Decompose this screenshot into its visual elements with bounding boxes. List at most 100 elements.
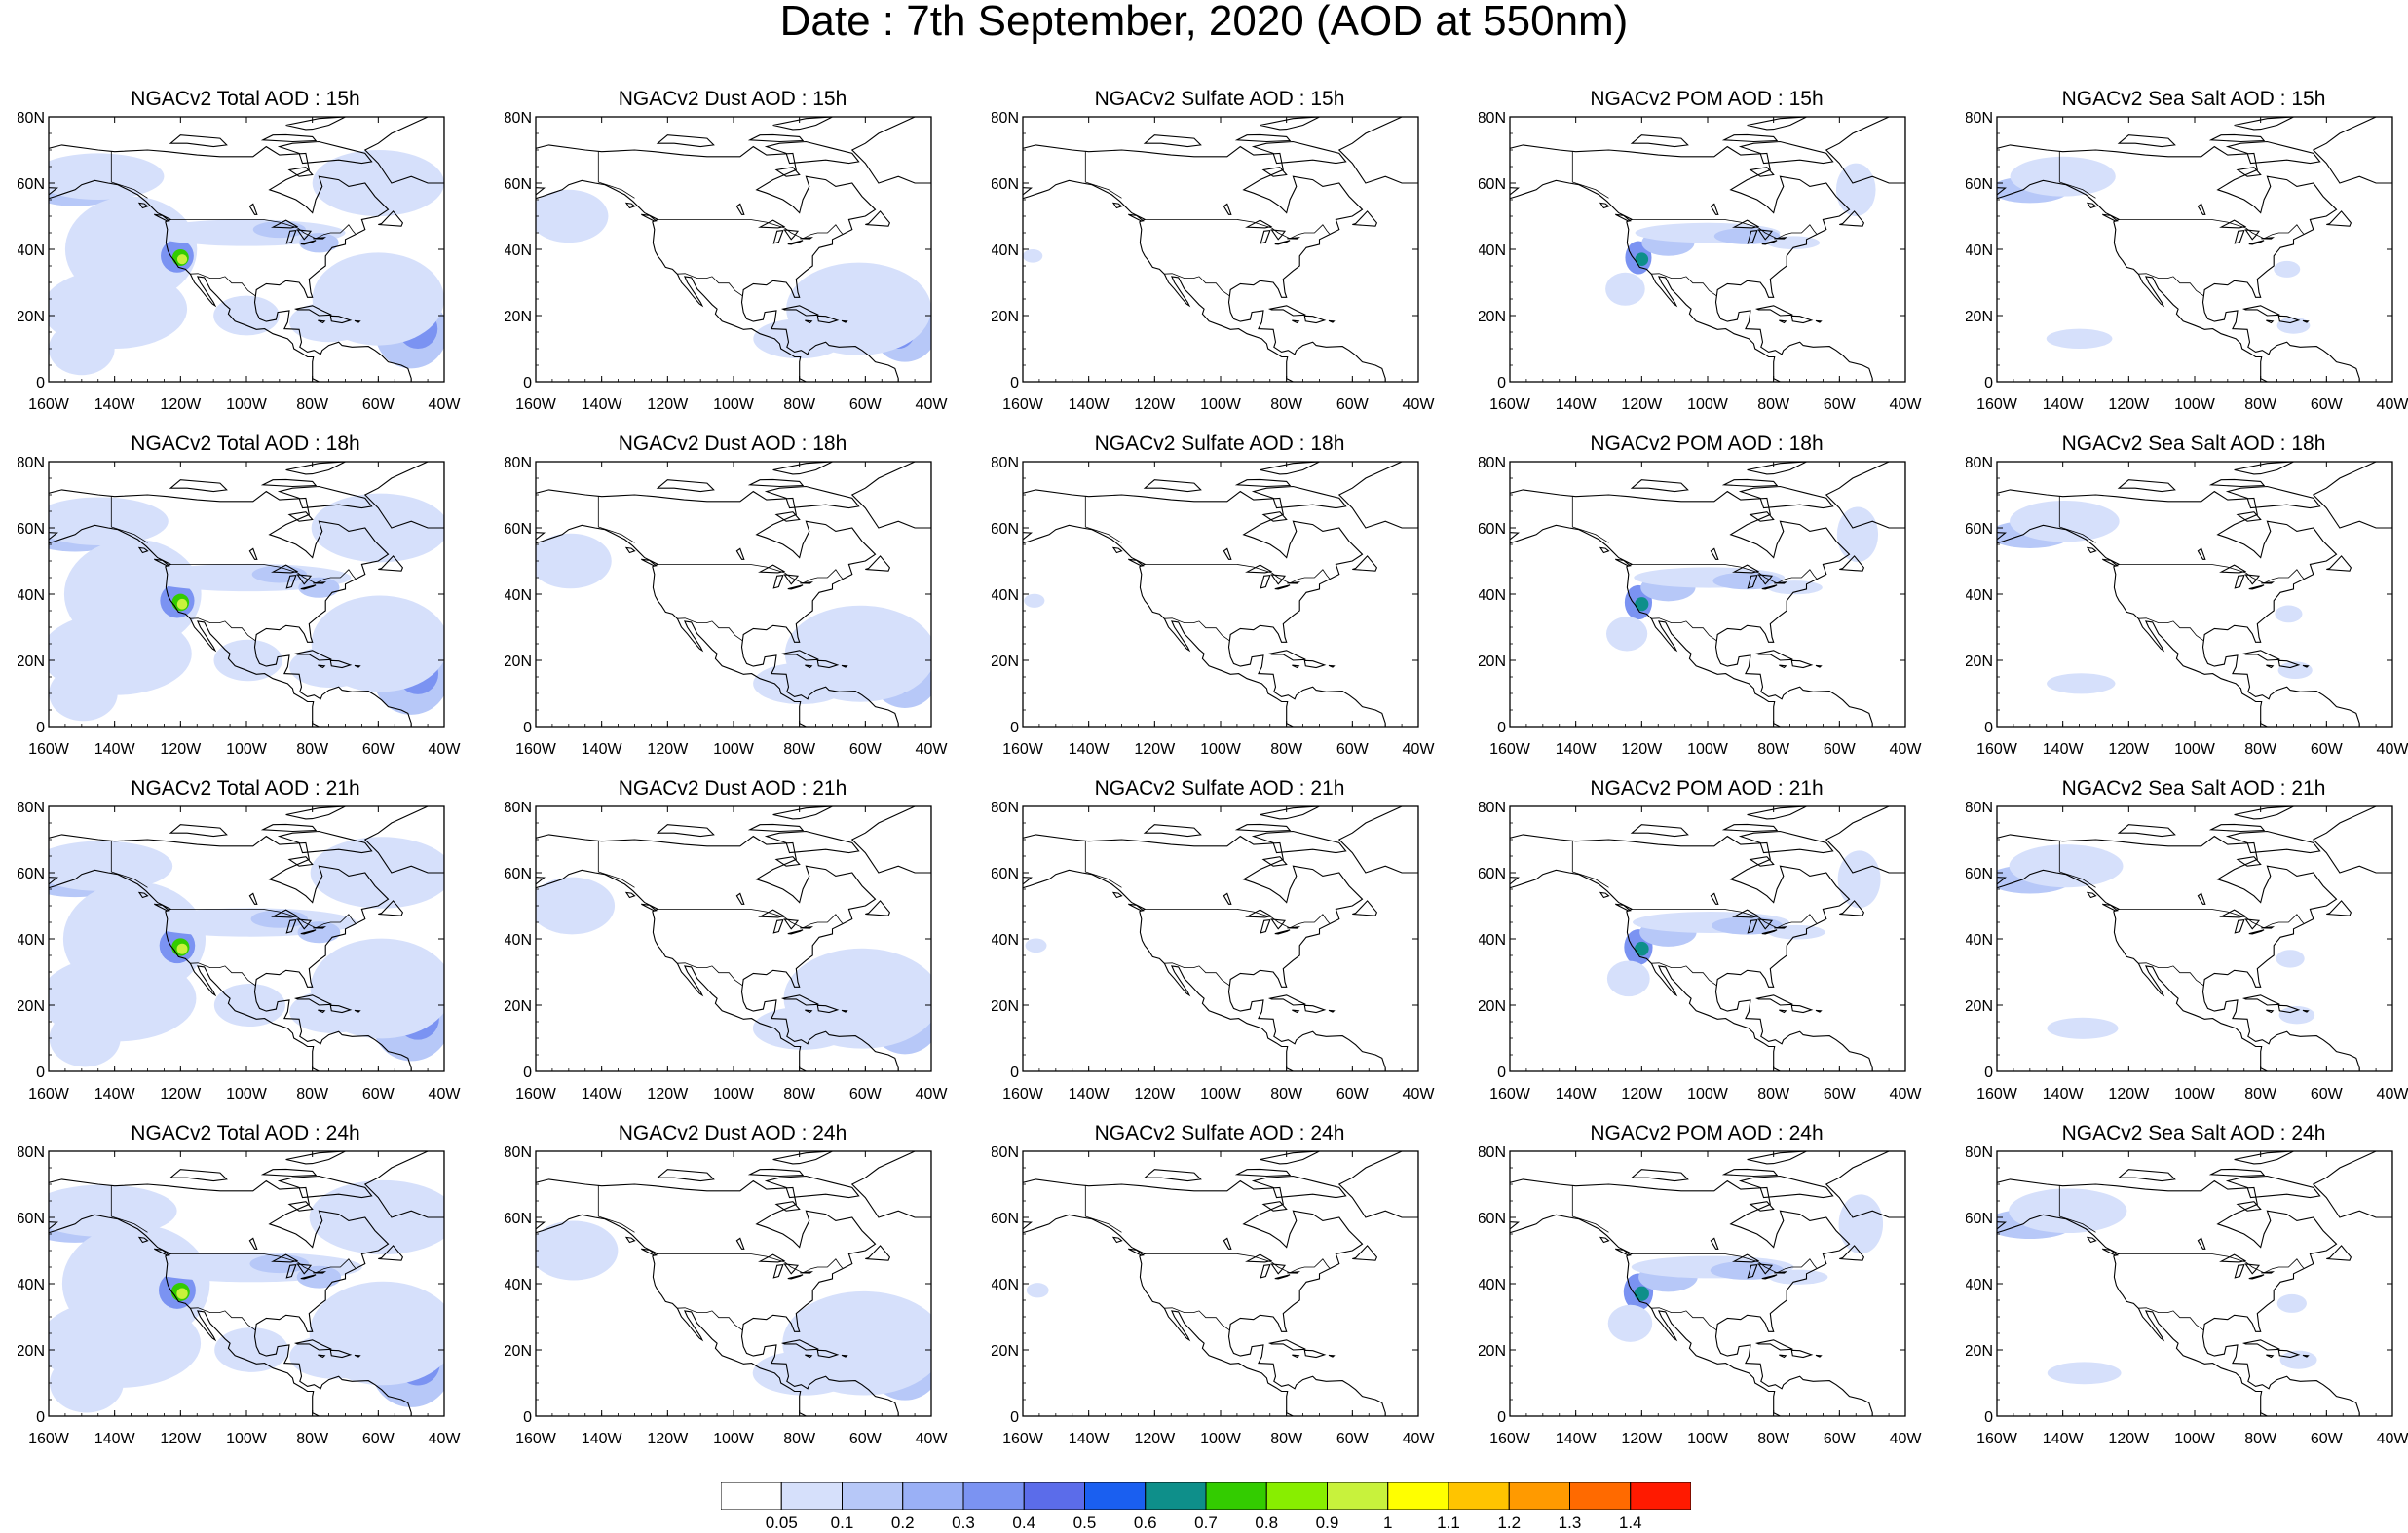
lon-tick-label: 120W [160,1431,202,1447]
coastline-path [277,1175,373,1199]
coastline-path [2244,1263,2261,1275]
border-path [1632,909,1818,929]
map-panel-dust-15h: NGACv2 Dust AOD : 15h 80N 60N 40N 20N 0 160W 14… [505,88,990,424]
coastline-path [49,489,412,727]
aod-field [1997,500,2313,694]
aod-contour [1635,597,1649,612]
coastline-path [2225,140,2321,165]
coastline-path [536,1178,899,1416]
lon-tick-label: 40W [429,396,462,413]
coastline-path [378,555,404,572]
lat-tick-label: 80N [505,456,532,471]
coastline-path [318,319,326,324]
lon-tick-label: 140W [94,741,136,758]
lat-tick-label: 80N [1479,111,1506,127]
figure-title: Date : 7th September, 2020 (AOD at 550nm… [779,0,1629,45]
coastlines [536,1151,931,1416]
coastline-path [285,117,346,131]
coastline-path [2102,903,2119,912]
map-panel-sulfate-24h: NGACv2 Sulfate AOD : 24h 80N 60N 40N 20N 0 160… [992,1122,1477,1458]
border-path [110,151,148,199]
coastline-path [764,140,860,165]
border-path [597,496,635,543]
lon-tick-label: 80W [1270,741,1303,758]
colorbar [721,1482,1691,1510]
lat-tick-label: 20N [992,1343,1019,1360]
lon-tick-label: 140W [582,396,623,413]
coastline-path [1779,319,1787,324]
lat-tick-label: 0 [523,1409,532,1426]
lat-tick-label: 0 [523,1065,532,1081]
lat-tick-label: 40N [18,1277,45,1293]
coastline-path [780,994,819,1006]
coastline-path [850,806,931,874]
coastline-path [865,555,891,572]
coastline-path [2208,133,2266,143]
lat-tick-label: 20N [505,1343,532,1360]
coastline-path [772,918,784,934]
border-path [658,564,844,584]
border-path [1651,962,1717,987]
coastline-path [772,574,784,589]
border-path [2058,1185,2096,1233]
coastline-path [1292,664,1300,669]
coastline-path [1779,1009,1787,1014]
coastline-path [774,1201,801,1212]
coastline-path [850,462,931,529]
coastline-path [1303,1349,1327,1359]
lon-tick-label: 60W [2311,396,2344,413]
map-panel-seasalt-21h: NGACv2 Sea Salt AOD : 21h 80N 60N 40N 20N 0 16… [1966,777,2408,1113]
coastline-path [285,918,297,934]
aod-contour [2274,260,2301,278]
coastline-path [1328,1009,1336,1013]
lon-tick-label: 120W [647,1431,689,1447]
map-plot: 80N 60N 40N 20N 0 160W 140W 120W 100W 80W 60W 40W [1479,1145,1922,1447]
colorbar-swatch [1569,1482,1632,1510]
map-panel-dust-24h: NGACv2 Dust AOD : 24h 80N 60N 40N 20N 0 160W 14… [505,1122,990,1458]
colorbar-swatch [1327,1482,1389,1510]
border-path [190,617,256,642]
map-plot: 80N 60N 40N 20N 0 160W 140W 120W 100W 80W 60W 40W [1479,456,1922,758]
coastline-path [1615,1248,1632,1256]
coastline-path [747,478,805,488]
coastline-path [780,1339,819,1351]
lon-tick-label: 80W [1757,1086,1790,1103]
coastline-path [656,824,715,838]
coastline-path [1111,546,1123,554]
aod-field [536,1220,931,1401]
coastline-path [287,511,314,522]
coastline-path [1710,1237,1719,1250]
aod-contour [1634,1286,1649,1301]
map-plot: 80N 60N 40N 20N 0 160W 140W 120W 100W 80W 60W 40W [18,801,461,1103]
coastline-path [656,134,715,148]
border-path [1145,909,1331,929]
coastline-path [169,479,228,493]
coastline-path [2326,1245,2352,1261]
coastline-path [747,823,805,833]
border-path [190,962,256,987]
aod-contour [176,598,188,610]
coastline-path [774,856,801,867]
coastline-path [287,167,314,177]
aod-contour [251,565,307,583]
lon-tick-label: 80W [296,396,329,413]
lon-tick-label: 60W [1336,1431,1370,1447]
lon-tick-label: 40W [916,1086,949,1103]
coastline-path [1270,1263,1287,1275]
lon-tick-label: 160W [1002,396,1044,413]
coastline-path [641,558,658,567]
coastline-path [865,210,891,227]
coastline-path [2261,581,2276,584]
lon-tick-label: 100W [1200,396,1242,413]
coastline-path [1997,524,2268,727]
coastline-path [805,1009,813,1014]
coastline-path [800,926,814,929]
political-boundaries [1571,151,1818,297]
border-path [677,1307,743,1331]
coastline-path [49,524,320,727]
lon-tick-label: 100W [2174,1086,2216,1103]
coastline-path [378,1245,404,1261]
map-plot: 80N 60N 40N 20N 0 160W 140W 120W 100W 80W 60W 40W [18,456,461,758]
aod-contour [2047,1017,2119,1039]
coastline-path [1839,210,1865,227]
